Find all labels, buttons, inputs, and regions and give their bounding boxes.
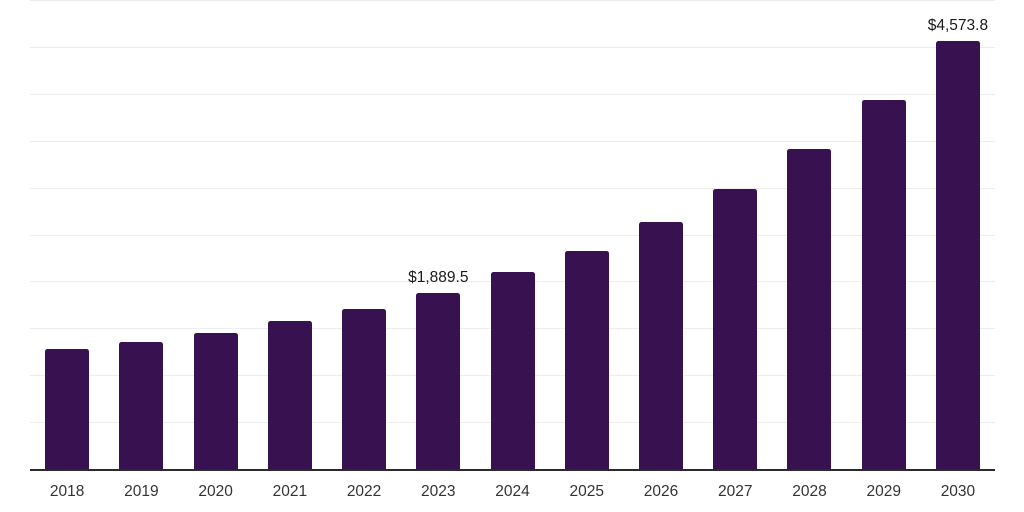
x-tick-2030: 2030: [940, 483, 976, 500]
plot-area: $1,889.5 $4,573.8: [30, 0, 995, 471]
bar-slot-2025: [550, 1, 624, 470]
gridline-4500: [30, 46, 995, 48]
bar-slot-2019: [104, 1, 178, 470]
gridline-4000: [30, 93, 995, 95]
x-tick-2027: 2027: [717, 483, 753, 500]
bar-2026[interactable]: [638, 222, 683, 470]
bar-2029[interactable]: [861, 99, 906, 470]
x-tick-2025: 2025: [569, 483, 604, 500]
bar-slot-2021: [253, 1, 327, 470]
gridline-2500: [30, 234, 995, 236]
x-tick-2028: 2028: [792, 483, 827, 500]
bar-slot-2029: [847, 1, 921, 470]
bar-slot-2018: [30, 1, 104, 470]
bar-slot-2024: [475, 1, 549, 470]
bar-slot-2030: $4,573.8: [921, 1, 995, 470]
x-tick-2022: 2022: [346, 483, 382, 500]
bar-slot-2026: [624, 1, 698, 470]
x-tick-2024: 2024: [495, 483, 530, 500]
x-axis-tick-labels: 2018 2019 2020 2021 2022 2023 2024 2025 2026 2027…: [30, 482, 995, 502]
x-tick-2029: 2029: [866, 483, 901, 500]
gridline-3500: [30, 140, 995, 142]
x-tick-2020: 2020: [198, 483, 233, 500]
bar-value-label-2030: $4,573.8: [927, 17, 989, 35]
bar-2023[interactable]: [416, 292, 461, 470]
bar-2018[interactable]: [45, 348, 90, 470]
x-tick-2023: 2023: [421, 483, 456, 500]
bar-2025[interactable]: [564, 250, 609, 470]
bar-series: $1,889.5 $4,573.8: [30, 1, 995, 470]
bar-2019[interactable]: [119, 341, 164, 470]
bar-2021[interactable]: [267, 320, 312, 470]
bar-slot-2022: [327, 1, 401, 470]
gridline-5000: [30, 0, 995, 1]
bar-2027[interactable]: [713, 189, 758, 470]
bar-2020[interactable]: [193, 332, 238, 470]
x-axis-line: [30, 469, 995, 471]
gridline-3000: [30, 187, 995, 189]
bar-slot-2027: [698, 1, 772, 470]
bar-2024[interactable]: [490, 271, 535, 470]
bar-slot-2023: $1,889.5: [401, 1, 475, 470]
bar-2022[interactable]: [342, 308, 387, 470]
bar-slot-2028: [772, 1, 846, 470]
bar-2028[interactable]: [787, 148, 832, 470]
bar-value-label-2023: $1,889.5: [408, 269, 469, 287]
x-tick-2019: 2019: [124, 483, 159, 500]
x-tick-2026: 2026: [643, 483, 679, 500]
x-tick-2021: 2021: [272, 483, 308, 500]
x-tick-2018: 2018: [49, 483, 85, 500]
bar-2030[interactable]: [935, 40, 980, 470]
bar-slot-2020: [178, 1, 252, 470]
